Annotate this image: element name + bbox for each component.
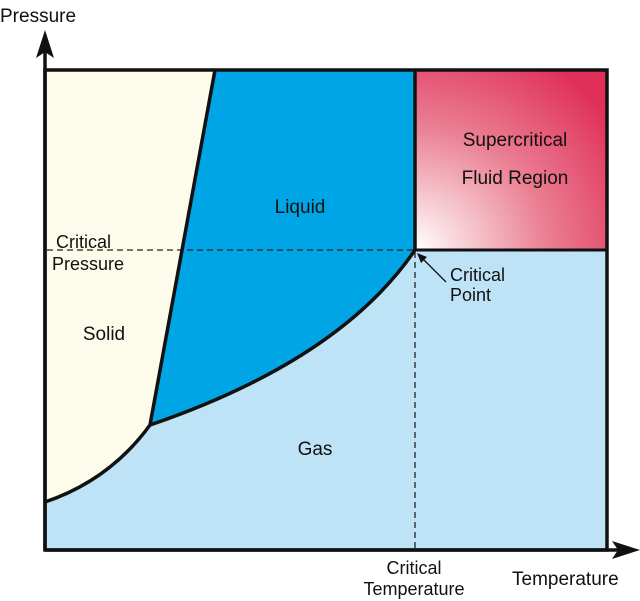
critical-pressure-label-2: Pressure — [52, 254, 124, 274]
critical-temperature-label-1: Critical — [386, 558, 441, 578]
x-axis-label: Temperature — [512, 569, 619, 590]
critical-point-pointer — [420, 256, 447, 283]
y-axis-label: Pressure — [0, 6, 76, 27]
supercritical-label-1: Supercritical — [463, 130, 568, 151]
y-axis-arrowhead — [36, 30, 54, 58]
solid-label: Solid — [83, 324, 125, 345]
supercritical-label-2: Fluid Region — [462, 168, 569, 189]
liquid-region — [150, 70, 415, 425]
vaporization-curve — [149, 249, 417, 427]
supercritical-region — [415, 70, 607, 250]
solid-region — [45, 70, 215, 502]
critical-point-label-1: Critical — [450, 265, 505, 285]
critical-pressure-label-1: Critical — [56, 232, 111, 252]
sublimation-curve — [44, 423, 152, 504]
liquid-label: Liquid — [275, 197, 326, 218]
melting-curve — [148, 69, 217, 426]
gas-label: Gas — [298, 439, 333, 460]
x-axis-arrowhead — [612, 541, 640, 559]
critical-temperature-label-2: Temperature — [363, 579, 464, 599]
critical-point-arrowhead — [417, 253, 427, 263]
critical-point-label-2: Point — [450, 285, 491, 305]
